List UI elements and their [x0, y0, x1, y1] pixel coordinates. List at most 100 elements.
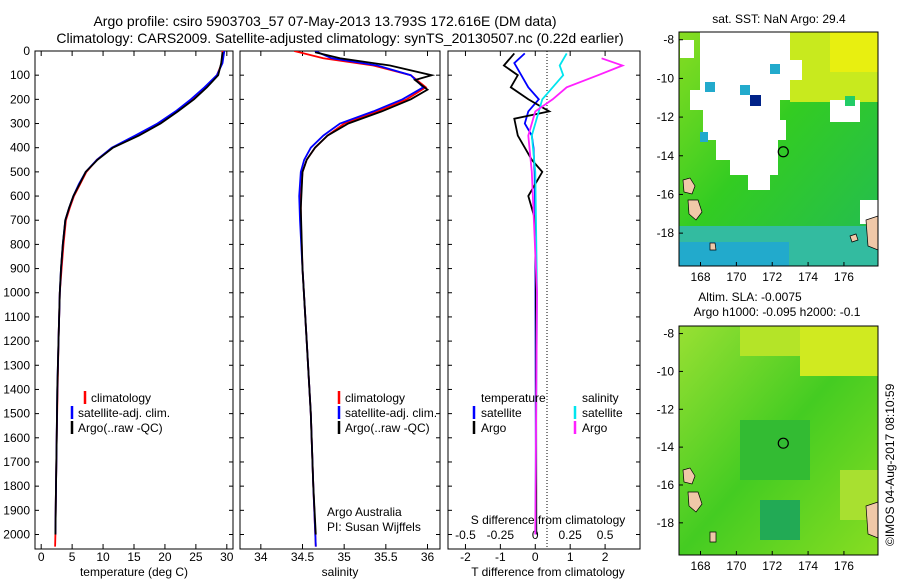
salinity-series — [293, 51, 436, 547]
temperature-legend: climatology satellite-adj. clim. Argo(..… — [70, 391, 170, 435]
legend-label-s-argo: Argo — [582, 421, 608, 435]
series-line — [54, 52, 224, 535]
salinity-axis-ticks: 34 34.5 35 35.5 36 — [240, 50, 440, 564]
sst-coastline-island — [865, 215, 879, 251]
s-tick-label: -0.5 — [455, 528, 476, 542]
depth-tick-label: 1500 — [3, 407, 30, 421]
sla-coastline-island — [682, 467, 696, 485]
legend-label-satellite: satellite-adj. clim. — [78, 406, 170, 420]
map-y-tick-label: -18 — [657, 516, 675, 530]
sla-map — [678, 325, 879, 556]
map-y-tick-label: -12 — [657, 402, 675, 416]
temperature-plot-frame — [34, 50, 234, 550]
sst-cyan-band-2 — [679, 242, 789, 266]
x-tick-label: 2 — [602, 550, 609, 564]
salinity-plot-frame — [239, 50, 441, 550]
sst-map-ticks: 168 170 172 174 176 -8 -10 -12 -14 -16 -18 — [657, 33, 855, 284]
difference-legend: temperature salinity satellite Argo sate… — [472, 391, 623, 435]
depth-tick-label: 0 — [23, 44, 30, 58]
sst-pixel — [770, 64, 780, 74]
depth-axis-ticks: 0 100 200 300 400 500 600 700 800 900 1000 1100 1200… — [3, 44, 30, 541]
depth-tick-label: 1700 — [3, 455, 30, 469]
sla-map-title: Altim. SLA: -0.0075 — [698, 290, 802, 304]
x-tick-label: 20 — [158, 550, 172, 564]
s-tick-label: 0.5 — [597, 528, 614, 542]
series-line — [530, 52, 568, 535]
s-tick-label: 0 — [532, 528, 539, 542]
x-tick-label: 36 — [421, 550, 435, 564]
x-tick-label: 5 — [69, 550, 76, 564]
map-x-tick-label: 168 — [690, 270, 710, 284]
legend-label-t-argo: Argo — [481, 421, 507, 435]
footer-copyright-timestamp: ©IMOS 04-Aug-2017 08:10:59 — [883, 383, 897, 546]
x-tick-label: 35.5 — [374, 550, 398, 564]
map-y-tick-label: -10 — [657, 364, 675, 378]
depth-tick-label: 1200 — [3, 334, 30, 348]
depth-tick-label: 300 — [10, 117, 30, 131]
map-y-tick-label: -10 — [657, 71, 675, 85]
series-line — [54, 51, 224, 547]
map-y-tick-label: -14 — [657, 149, 675, 163]
x-tick-label: 34 — [254, 550, 268, 564]
difference-series — [502, 52, 626, 535]
legend-label-argo: Argo(..raw -QC) — [345, 421, 430, 435]
sst-map-profile-marker — [777, 146, 789, 158]
depth-tick-label: 1900 — [3, 503, 30, 517]
map-x-tick-label: 176 — [834, 559, 854, 573]
map-y-tick-label: -18 — [657, 226, 675, 240]
series-line — [298, 51, 425, 547]
depth-tick-label: 900 — [10, 262, 30, 276]
legend-label-satellite: satellite-adj. clim. — [345, 406, 437, 420]
map-x-tick-label: 168 — [690, 559, 710, 573]
temperature-series — [54, 51, 226, 547]
sla-coastline-island — [687, 491, 703, 513]
map-y-tick-label: -12 — [657, 110, 675, 124]
map-x-tick-label: 170 — [726, 270, 746, 284]
sla-coastline-island — [709, 531, 717, 543]
temperature-axis-ticks: 0 5 10 15 20 25 30 — [35, 50, 234, 564]
sst-coastline-island — [849, 233, 859, 243]
sst-cloud-patch — [680, 40, 694, 58]
sla-green-patch — [740, 420, 810, 480]
x-tick-label: 10 — [96, 550, 110, 564]
sst-pixel — [700, 132, 708, 142]
depth-tick-label: 800 — [10, 237, 30, 251]
sla-map-profile-marker — [777, 437, 789, 449]
series-line — [54, 51, 226, 535]
credit-line1: Argo Australia — [327, 505, 402, 519]
depth-tick-label: 1800 — [3, 479, 30, 493]
t-difference-axis-label: T difference from climatology — [471, 565, 625, 579]
map-y-tick-label: -16 — [657, 478, 675, 492]
s-tick-label: -0.25 — [487, 528, 515, 542]
sla-yellow-patch — [800, 326, 878, 376]
sst-map-title: sat. SST: NaN Argo: 29.4 — [712, 12, 846, 26]
depth-tick-label: 2000 — [3, 527, 30, 541]
legend-label-s-satellite: satellite — [582, 406, 623, 420]
depth-tick-label: 1400 — [3, 382, 30, 396]
map-x-tick-label: 172 — [762, 559, 782, 573]
depth-tick-label: 1300 — [3, 358, 30, 372]
depth-tick-label: 100 — [10, 68, 30, 82]
sla-yellow-patch-2 — [740, 326, 800, 356]
depth-tick-label: 500 — [10, 165, 30, 179]
x-tick-label: 0 — [532, 550, 539, 564]
series-line — [299, 51, 436, 535]
header-title-line1: Argo profile: csiro 5903703_57 07-May-20… — [93, 13, 556, 29]
legend-label-t-satellite: satellite — [481, 406, 522, 420]
legend-header-salinity: salinity — [582, 391, 619, 405]
sst-pixel — [740, 85, 750, 95]
map-x-tick-label: 176 — [834, 270, 854, 284]
legend-header-temperature: temperature — [481, 391, 546, 405]
sst-coastline-island — [709, 242, 717, 251]
sla-map-frame — [678, 325, 879, 556]
map-x-tick-label: 170 — [726, 559, 746, 573]
salinity-axis-label: salinity — [322, 565, 359, 579]
depth-tick-label: 200 — [10, 92, 30, 106]
sst-pixel — [750, 95, 761, 106]
x-tick-label: 25 — [189, 550, 203, 564]
x-tick-label: -2 — [460, 550, 471, 564]
map-x-tick-label: 174 — [798, 270, 818, 284]
depth-tick-label: 700 — [10, 213, 30, 227]
legend-label-argo: Argo(..raw -QC) — [78, 421, 163, 435]
salinity-legend: climatology satellite-adj. clim. Argo(..… — [337, 391, 437, 435]
